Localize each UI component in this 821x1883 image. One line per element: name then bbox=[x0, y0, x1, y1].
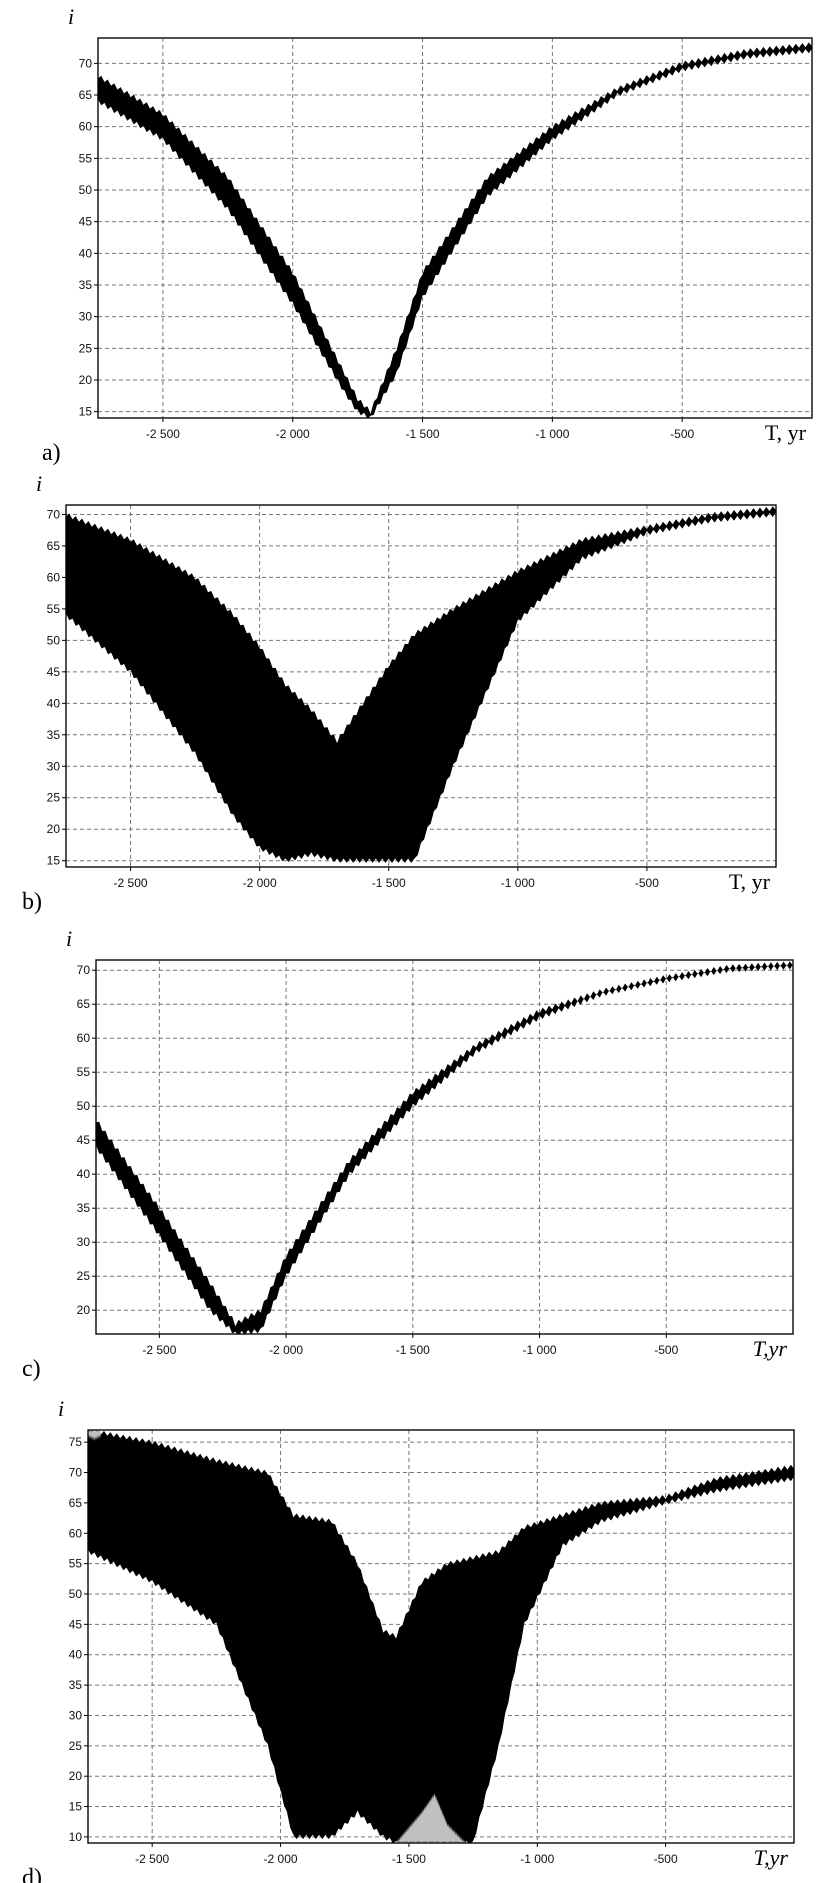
x-tick-label: -2 500 bbox=[114, 876, 148, 890]
x-axis-title: T, yr bbox=[729, 869, 771, 894]
y-tick-label: 65 bbox=[69, 1496, 83, 1510]
y-tick-label: 60 bbox=[77, 1031, 91, 1045]
x-axis-title: T,yr bbox=[754, 1845, 789, 1870]
y-tick-label: 10 bbox=[69, 1830, 83, 1844]
x-tick-label: -1 500 bbox=[372, 876, 406, 890]
plot-border bbox=[87, 1429, 795, 1844]
y-tick-label: 30 bbox=[69, 1708, 83, 1722]
y-tick-label: 25 bbox=[79, 341, 93, 355]
y-axis-title: i bbox=[58, 1396, 64, 1421]
y-tick-label: 45 bbox=[77, 1133, 91, 1147]
x-axis-title: T,yr bbox=[753, 1336, 788, 1361]
y-tick-label: 55 bbox=[47, 602, 61, 616]
panel-label: d) bbox=[22, 1865, 42, 1883]
y-tick-label: 60 bbox=[69, 1526, 83, 1540]
y-tick-label: 55 bbox=[77, 1065, 91, 1079]
x-tick-label: -1 000 bbox=[523, 1343, 557, 1357]
x-tick-label: -2 500 bbox=[146, 427, 180, 441]
x-tick-label: -1 500 bbox=[396, 1343, 430, 1357]
y-tick-label: 35 bbox=[47, 728, 61, 742]
y-tick-label: 70 bbox=[47, 507, 61, 521]
y-tick-label: 65 bbox=[77, 997, 91, 1011]
y-tick-label: 40 bbox=[47, 696, 61, 710]
series-band-1 bbox=[66, 506, 776, 863]
y-tick-label: 70 bbox=[79, 56, 93, 70]
y-tick-label: 25 bbox=[77, 1269, 91, 1283]
y-tick-label: 15 bbox=[69, 1800, 83, 1814]
x-tick-label: -2 000 bbox=[243, 876, 277, 890]
y-tick-label: 30 bbox=[77, 1235, 91, 1249]
y-tick-label: 30 bbox=[79, 310, 93, 324]
y-tick-label: 35 bbox=[79, 278, 93, 292]
x-tick-label: -1 000 bbox=[535, 427, 569, 441]
y-tick-label: 70 bbox=[77, 963, 91, 977]
y-tick-label: 20 bbox=[77, 1303, 91, 1317]
y-tick-label: 65 bbox=[47, 539, 61, 553]
x-tick-label: -2 000 bbox=[269, 1343, 303, 1357]
series-band-1 bbox=[98, 42, 812, 418]
y-tick-label: 55 bbox=[79, 151, 93, 165]
y-tick-label: 25 bbox=[69, 1739, 83, 1753]
x-tick-label: -500 bbox=[654, 1852, 678, 1866]
panel-label: a) bbox=[42, 440, 61, 466]
x-tick-label: -2 500 bbox=[135, 1852, 169, 1866]
y-axis-title: i bbox=[68, 4, 74, 29]
plot-border bbox=[97, 37, 813, 419]
plot-border bbox=[95, 959, 794, 1335]
y-tick-label: 50 bbox=[79, 183, 93, 197]
y-tick-label: 45 bbox=[69, 1617, 83, 1631]
x-tick-label: -1 000 bbox=[520, 1852, 554, 1866]
chart-panel-4: 10 15 20 25 30 35 40 45 50 55 60 65 70 75 -2 500 -2 000… bbox=[22, 1396, 795, 1883]
x-tick-label: -2 500 bbox=[142, 1343, 176, 1357]
x-tick-label: -1 000 bbox=[501, 876, 535, 890]
y-tick-label: 45 bbox=[47, 665, 61, 679]
x-tick-label: -500 bbox=[654, 1343, 678, 1357]
y-tick-label: 35 bbox=[77, 1201, 91, 1215]
x-tick-label: -500 bbox=[670, 427, 694, 441]
series-band-3 bbox=[88, 1430, 101, 1442]
x-tick-label: -2 000 bbox=[276, 427, 310, 441]
series-band-2 bbox=[396, 1792, 466, 1843]
y-tick-label: 40 bbox=[79, 246, 93, 260]
y-tick-label: 50 bbox=[77, 1099, 91, 1113]
y-tick-label: 45 bbox=[79, 215, 93, 229]
y-tick-label: 35 bbox=[69, 1678, 83, 1692]
y-tick-label: 20 bbox=[69, 1769, 83, 1783]
x-tick-label: -500 bbox=[635, 876, 659, 890]
y-axis-title: i bbox=[36, 471, 42, 496]
chart-panel-3: 20 25 30 35 40 45 50 55 60 65 70 -2 500 -2 000 -1 500… bbox=[22, 926, 794, 1382]
panel-label: b) bbox=[22, 889, 42, 915]
x-axis-title: T, yr bbox=[765, 420, 807, 445]
y-tick-label: 60 bbox=[79, 120, 93, 134]
plot-area bbox=[95, 959, 794, 1335]
y-tick-label: 40 bbox=[77, 1167, 91, 1181]
y-tick-label: 20 bbox=[47, 822, 61, 836]
y-tick-label: 30 bbox=[47, 759, 61, 773]
y-axis-title: i bbox=[66, 926, 72, 951]
x-tick-label: -1 500 bbox=[406, 427, 440, 441]
y-tick-label: 50 bbox=[69, 1587, 83, 1601]
series-band-1 bbox=[88, 1430, 794, 1843]
y-tick-label: 15 bbox=[79, 405, 93, 419]
y-tick-label: 50 bbox=[47, 633, 61, 647]
y-tick-label: 25 bbox=[47, 791, 61, 805]
y-tick-label: 40 bbox=[69, 1648, 83, 1662]
chart-panel-2: 15 20 25 30 35 40 45 50 55 60 65 70 -2 500 -2 000 -1 5… bbox=[22, 471, 777, 915]
x-tick-label: -2 000 bbox=[264, 1852, 298, 1866]
panel-label: c) bbox=[22, 1356, 41, 1382]
x-tick-label: -1 500 bbox=[392, 1852, 426, 1866]
y-tick-label: 15 bbox=[47, 854, 61, 868]
y-tick-label: 75 bbox=[69, 1435, 83, 1449]
y-tick-label: 70 bbox=[69, 1466, 83, 1480]
chart-panel-1: 15 20 25 30 35 40 45 50 55 60 65 70 -2 500 -2 000 -1 5… bbox=[42, 4, 813, 466]
y-tick-label: 65 bbox=[79, 88, 93, 102]
plot-border bbox=[65, 504, 777, 868]
y-tick-label: 20 bbox=[79, 373, 93, 387]
y-tick-label: 55 bbox=[69, 1557, 83, 1571]
y-tick-label: 60 bbox=[47, 570, 61, 584]
